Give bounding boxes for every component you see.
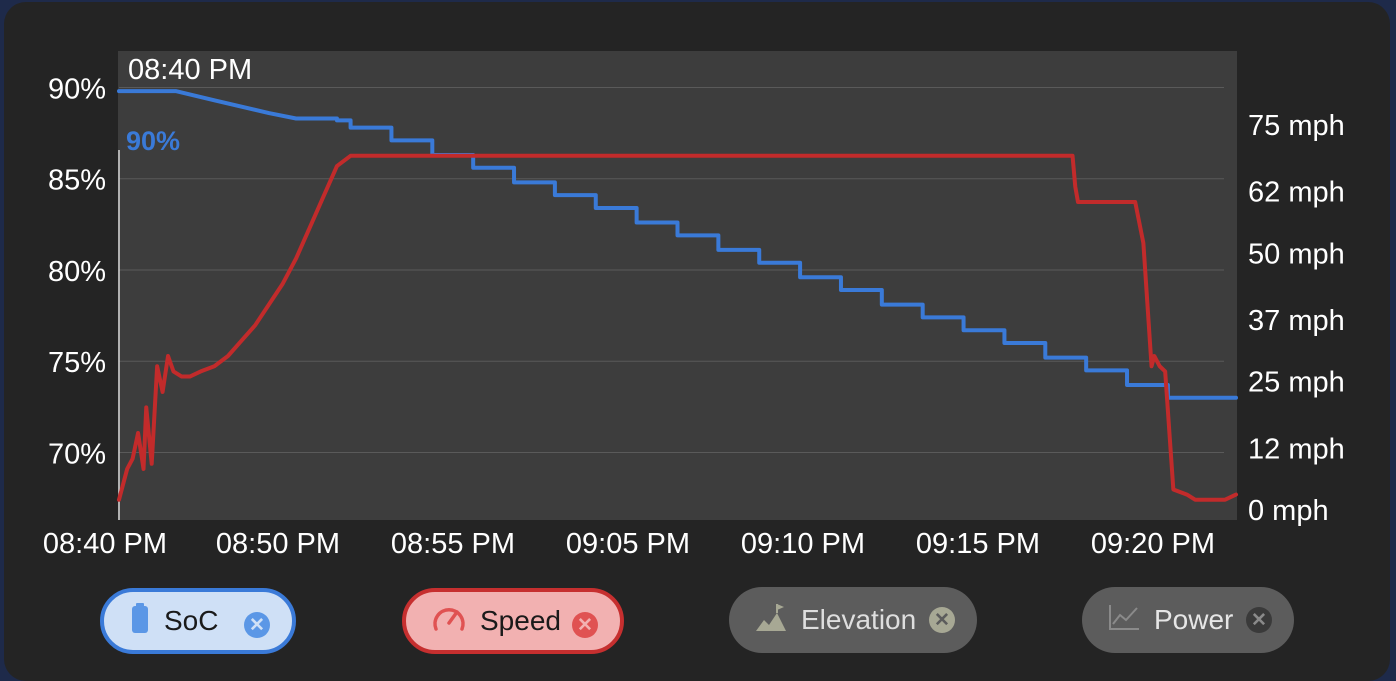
- legend-chip-elevation[interactable]: Elevation ✕: [729, 587, 977, 653]
- y-right-tick-label: 12 mph: [1248, 433, 1345, 465]
- y-right-tick-label: 25 mph: [1248, 367, 1345, 399]
- x-tick-label: 09:20 PM: [1091, 528, 1215, 560]
- legend-chip-power[interactable]: Power ✕: [1082, 587, 1294, 653]
- gridlines: [119, 86, 1224, 453]
- y-axis-right: 75 mph 62 mph 50 mph 37 mph 25 mph 12 mph 0 mp…: [1248, 110, 1345, 527]
- series-layer: [117, 89, 1238, 502]
- cursor-time-label: 08:40 PM: [128, 54, 252, 86]
- x-tick-label: 08:50 PM: [216, 528, 340, 560]
- remove-speed-icon[interactable]: ✕: [572, 612, 598, 638]
- legend-label-soc: SoC: [164, 605, 219, 636]
- battery-icon: [130, 602, 150, 641]
- legend-label-elevation: Elevation: [801, 604, 917, 635]
- remove-soc-icon[interactable]: ✕: [244, 612, 270, 638]
- y-left-tick-label: 70%: [48, 438, 106, 470]
- y-right-tick-label: 37 mph: [1248, 305, 1345, 337]
- x-tick-label: 09:05 PM: [566, 528, 690, 560]
- y-left-tick-label: 90%: [48, 73, 106, 105]
- series-line-soc: [117, 89, 1238, 400]
- cursor-soc-value: 90%: [126, 126, 180, 156]
- y-left-tick-label: 85%: [48, 165, 106, 197]
- y-right-tick-label: 62 mph: [1248, 177, 1345, 209]
- legend-chip-soc[interactable]: SoC ✕: [100, 588, 296, 654]
- speedometer-icon: [432, 603, 466, 640]
- x-axis: 08:40 PM 08:50 PM 08:55 PM 09:05 PM 09:10 PM…: [43, 528, 1215, 560]
- remove-elevation-icon[interactable]: ✕: [929, 607, 955, 633]
- x-tick-label: 08:40 PM: [43, 528, 167, 560]
- legend-label-power: Power: [1154, 604, 1234, 635]
- y-left-tick-label: 75%: [48, 347, 106, 379]
- series-line-speed: [117, 153, 1238, 502]
- x-tick-label: 09:10 PM: [741, 528, 865, 560]
- legend-label-speed: Speed: [480, 605, 561, 636]
- x-tick-label: 08:55 PM: [391, 528, 515, 560]
- x-tick-label: 09:15 PM: [916, 528, 1040, 560]
- y-axis-left: 90% 85% 80% 75% 70%: [48, 73, 106, 470]
- legend-chip-speed[interactable]: Speed ✕: [402, 588, 624, 654]
- line-chart-icon: [1108, 603, 1140, 638]
- plot-area: [118, 51, 1237, 520]
- y-right-tick-label: 50 mph: [1248, 238, 1345, 270]
- mountain-flag-icon: [755, 602, 787, 639]
- y-left-tick-label: 80%: [48, 256, 106, 288]
- y-right-tick-label: 0 mph: [1248, 495, 1329, 527]
- y-right-tick-label: 75 mph: [1248, 110, 1345, 142]
- remove-power-icon[interactable]: ✕: [1246, 607, 1272, 633]
